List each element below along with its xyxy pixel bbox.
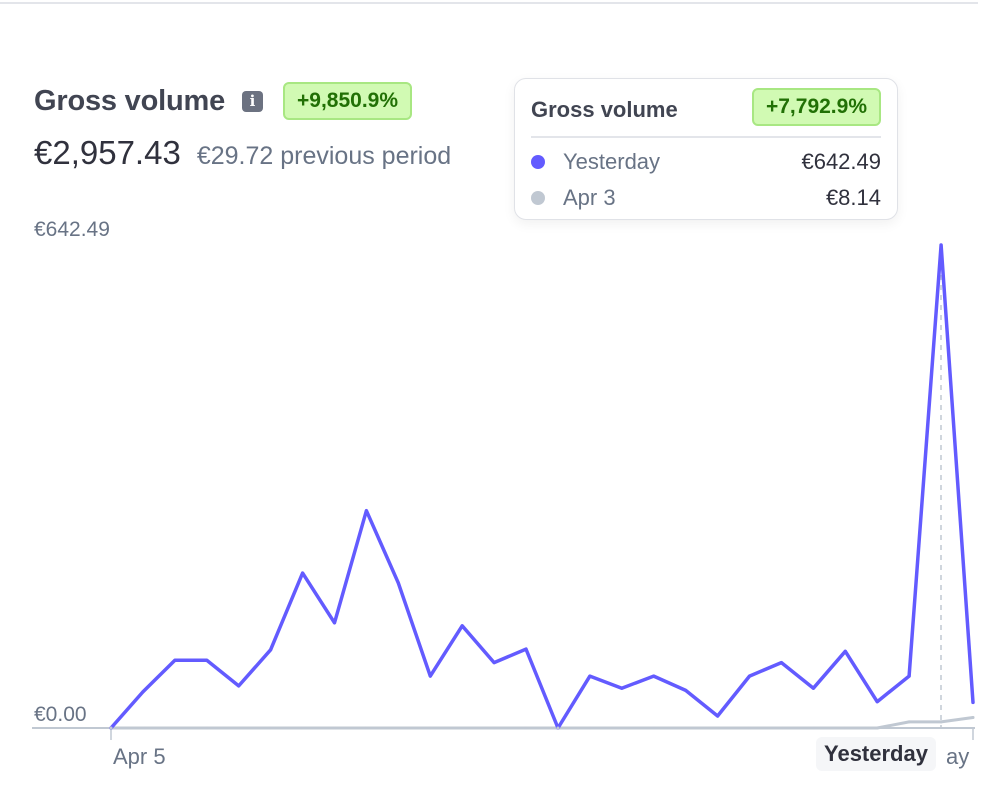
previous-point-24 bbox=[875, 726, 879, 730]
previous-point-18 bbox=[684, 726, 688, 730]
previous-point-1 bbox=[141, 726, 145, 730]
tooltip-change-badge: +7,792.9% bbox=[751, 88, 881, 126]
current-point-21 bbox=[779, 661, 783, 665]
total-value: €2,957.43 bbox=[34, 134, 181, 171]
current-point-4 bbox=[237, 684, 241, 688]
previous-point-3 bbox=[205, 726, 209, 730]
series-previous-dot-icon bbox=[531, 191, 545, 205]
previous-point-5 bbox=[269, 726, 273, 730]
x-tick-label-start: Apr 5 bbox=[113, 744, 166, 769]
series-previous-line bbox=[109, 716, 975, 730]
tooltip-row-label: Yesterday bbox=[563, 149, 661, 174]
current-point-27 bbox=[971, 700, 975, 704]
previous-point-23 bbox=[843, 726, 847, 730]
previous-point-11 bbox=[460, 726, 464, 730]
current-point-2 bbox=[173, 658, 177, 662]
current-point-16 bbox=[620, 686, 624, 690]
current-point-12 bbox=[492, 661, 496, 665]
current-point-10 bbox=[428, 674, 432, 678]
current-point-22 bbox=[811, 686, 815, 690]
previous-point-21 bbox=[779, 726, 783, 730]
current-point-15 bbox=[588, 674, 592, 678]
previous-point-7 bbox=[332, 726, 336, 730]
current-point-17 bbox=[652, 674, 656, 678]
previous-period: €29.72 previous period bbox=[196, 142, 452, 170]
tooltip-row-current: Yesterday €642.49 bbox=[531, 148, 881, 176]
current-point-1 bbox=[141, 690, 145, 694]
y-tick-max: €642.49 bbox=[34, 218, 110, 241]
current-point-8 bbox=[364, 509, 368, 513]
current-point-24 bbox=[875, 700, 879, 704]
current-point-18 bbox=[684, 688, 688, 692]
change-badge: +9,850.9% bbox=[283, 82, 413, 120]
previous-point-17 bbox=[652, 726, 656, 730]
tooltip-row-previous: Apr 3 €8.14 bbox=[531, 184, 881, 212]
current-point-6 bbox=[301, 571, 305, 575]
y-tick-zero: €0.00 bbox=[34, 703, 87, 726]
tooltip-row-value: €642.49 bbox=[801, 149, 881, 174]
x-tick-label-end-partial: ay bbox=[946, 744, 970, 769]
current-point-11 bbox=[460, 624, 464, 628]
info-icon[interactable]: i bbox=[242, 90, 263, 112]
current-point-13 bbox=[524, 647, 528, 651]
chart-tooltip: Gross volume +7,792.9% Yesterday €642.49… bbox=[514, 78, 898, 220]
current-point-9 bbox=[396, 581, 400, 585]
current-point-5 bbox=[269, 648, 273, 652]
previous-point-14 bbox=[556, 726, 560, 730]
previous-point-4 bbox=[237, 726, 241, 730]
previous-point-26 bbox=[939, 720, 943, 724]
tooltip-row-value: €8.14 bbox=[825, 185, 881, 210]
previous-point-15 bbox=[588, 726, 592, 730]
summary-values: €2,957.43 €29.72 previous period bbox=[34, 134, 451, 172]
previous-point-25 bbox=[907, 720, 911, 724]
previous-point-2 bbox=[173, 726, 177, 730]
previous-point-16 bbox=[620, 726, 624, 730]
series-current-dot-icon bbox=[531, 155, 545, 169]
top-divider bbox=[0, 2, 978, 4]
tooltip-row-label: Apr 3 bbox=[563, 185, 616, 210]
previous-point-19 bbox=[716, 726, 720, 730]
previous-point-0 bbox=[109, 726, 113, 730]
chart-title: Gross volume bbox=[34, 84, 225, 117]
current-point-7 bbox=[332, 621, 336, 625]
previous-point-10 bbox=[428, 726, 432, 730]
tooltip-title: Gross volume bbox=[531, 97, 678, 122]
previous-point-22 bbox=[811, 726, 815, 730]
current-point-20 bbox=[748, 674, 752, 678]
previous-point-6 bbox=[301, 726, 305, 730]
previous-point-13 bbox=[524, 726, 528, 730]
tooltip-divider bbox=[531, 136, 881, 138]
previous-point-27 bbox=[971, 715, 975, 719]
x-tick-label-hover: Yesterday bbox=[816, 737, 936, 771]
previous-point-12 bbox=[492, 726, 496, 730]
series-current-line bbox=[109, 243, 975, 730]
current-point-3 bbox=[205, 658, 209, 662]
data-points bbox=[109, 243, 975, 730]
previous-point-20 bbox=[748, 726, 752, 730]
previous-point-8 bbox=[364, 726, 368, 730]
previous-point-9 bbox=[396, 726, 400, 730]
current-point-25 bbox=[907, 674, 911, 678]
current-point-19 bbox=[716, 714, 720, 718]
current-point-26 bbox=[939, 243, 943, 247]
chart-header: Gross volume i +9,850.9% bbox=[34, 82, 413, 120]
current-point-23 bbox=[843, 649, 847, 653]
